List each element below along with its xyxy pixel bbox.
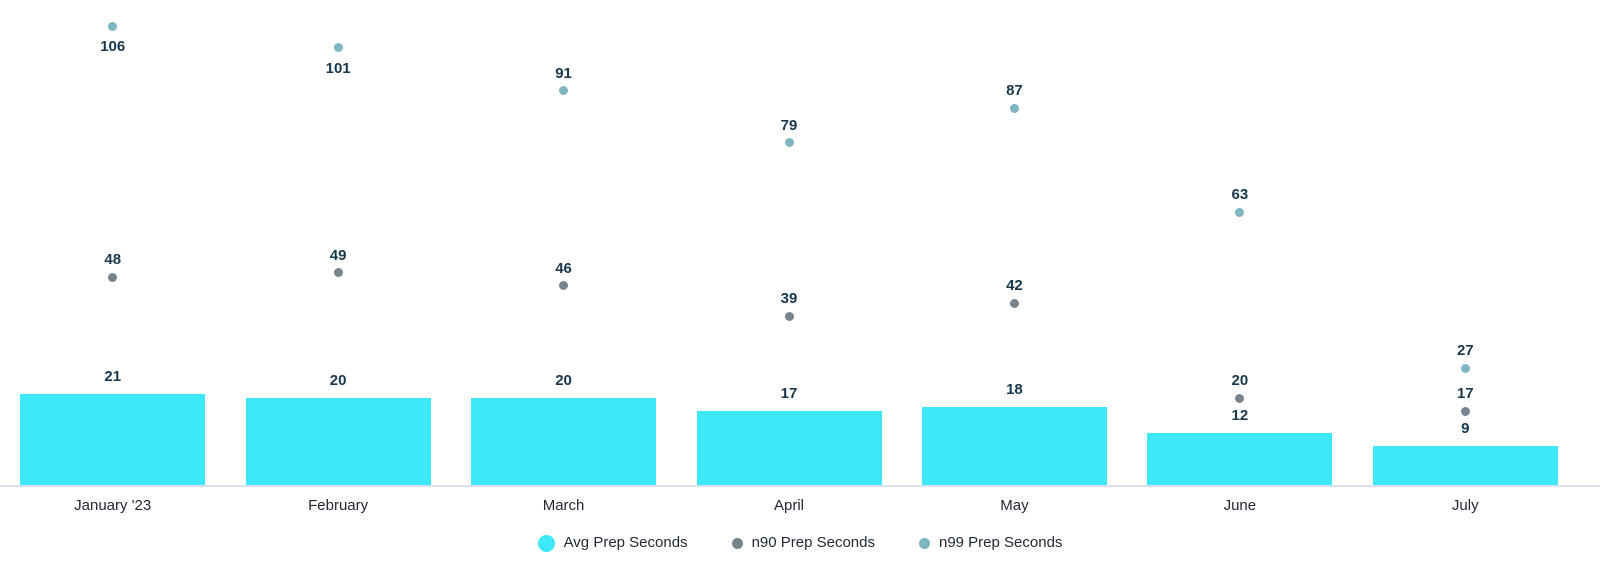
bar-january-23[interactable] <box>20 394 206 485</box>
n99-prep-seconds-dot-july[interactable] <box>1460 363 1470 373</box>
bar-february[interactable] <box>245 398 431 485</box>
n90-prep-seconds-dot-january-23[interactable] <box>108 272 118 282</box>
bar-july[interactable] <box>1372 446 1558 485</box>
x-axis-label-march: March <box>542 497 585 514</box>
n99-prep-seconds-dot-february[interactable] <box>333 43 343 53</box>
legend-label-avg-prep-seconds: Avg Prep Seconds <box>563 534 688 551</box>
legend-item-n90-prep-seconds[interactable]: n90 Prep Seconds <box>731 533 875 553</box>
bar-value-label-january-23: 21 <box>104 368 122 386</box>
chart-legend: Avg Prep Seconds n90 Prep Seconds n99 Prep… <box>0 533 1600 553</box>
n99-prep-seconds-legend-swatch-icon <box>918 537 930 549</box>
bar-value-label-february: 20 <box>329 372 347 390</box>
n90-prep-seconds-legend-swatch-icon <box>731 537 743 549</box>
n90-prep-seconds-dot-july[interactable] <box>1460 406 1470 416</box>
x-axis-label-january-23: January '23 <box>74 497 152 514</box>
n90-prep-seconds-value-label-july: 17 <box>1456 385 1474 403</box>
bar-value-label-july: 9 <box>1461 420 1470 438</box>
x-axis-label-may: May <box>1000 497 1029 514</box>
avg-prep-seconds-legend-swatch-icon <box>537 534 555 552</box>
n90-prep-seconds-dot-april[interactable] <box>784 311 794 321</box>
n99-prep-seconds-dot-march[interactable] <box>559 86 569 96</box>
bar-value-label-may: 18 <box>1006 381 1023 399</box>
n99-prep-seconds-value-label-may: 87 <box>1006 82 1023 100</box>
n99-prep-seconds-value-label-march: 91 <box>555 64 572 82</box>
n90-prep-seconds-value-label-april: 39 <box>780 290 798 308</box>
n99-prep-seconds-dot-may[interactable] <box>1009 103 1019 113</box>
x-axis-label-february: February <box>308 497 369 514</box>
n99-prep-seconds-dot-april[interactable] <box>784 138 794 148</box>
bar-value-label-june: 12 <box>1231 407 1249 425</box>
x-axis-label-july: July <box>1451 497 1479 514</box>
n90-prep-seconds-value-label-march: 46 <box>555 259 572 277</box>
bar-may[interactable] <box>921 407 1107 485</box>
n90-prep-seconds-dot-may[interactable] <box>1009 298 1019 308</box>
n90-prep-seconds-value-label-january-23: 48 <box>104 251 122 269</box>
legend-label-n99-prep-seconds: n99 Prep Seconds <box>938 534 1063 551</box>
n99-prep-seconds-value-label-july: 27 <box>1456 342 1474 360</box>
legend-item-avg-prep-seconds[interactable]: Avg Prep Seconds <box>537 533 688 553</box>
x-axis-label-april: April <box>773 497 804 514</box>
n99-prep-seconds-value-label-january-23: 106 <box>100 38 126 56</box>
bar-value-label-april: 17 <box>780 385 798 403</box>
n90-prep-seconds-value-label-february: 49 <box>329 246 347 264</box>
x-axis-line <box>0 485 1600 487</box>
n90-prep-seconds-value-label-may: 42 <box>1006 277 1023 295</box>
bar-june[interactable] <box>1147 433 1333 485</box>
legend-item-n99-prep-seconds[interactable]: n99 Prep Seconds <box>918 533 1063 553</box>
n90-prep-seconds-dot-june[interactable] <box>1235 393 1245 403</box>
x-axis-label-june: June <box>1223 497 1257 514</box>
n90-prep-seconds-dot-february[interactable] <box>333 268 343 278</box>
bar-value-label-march: 20 <box>555 372 572 390</box>
n99-prep-seconds-value-label-june: 63 <box>1231 186 1249 204</box>
n99-prep-seconds-dot-january-23[interactable] <box>108 21 118 31</box>
n99-prep-seconds-dot-june[interactable] <box>1235 207 1245 217</box>
n90-prep-seconds-value-label-june: 20 <box>1231 372 1249 390</box>
legend-label-n90-prep-seconds: n90 Prep Seconds <box>751 534 875 551</box>
n90-prep-seconds-dot-march[interactable] <box>559 281 569 291</box>
bar-april[interactable] <box>696 411 882 485</box>
n99-prep-seconds-value-label-february: 101 <box>325 59 351 77</box>
n99-prep-seconds-value-label-april: 79 <box>780 116 798 134</box>
bar-march[interactable] <box>471 398 657 485</box>
